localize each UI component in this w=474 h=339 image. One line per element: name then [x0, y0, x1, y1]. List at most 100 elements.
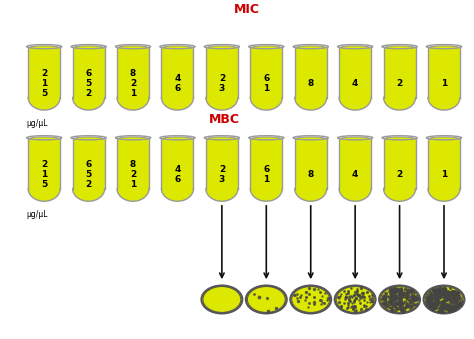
Ellipse shape: [204, 136, 239, 140]
Text: 2: 2: [219, 165, 225, 174]
Ellipse shape: [119, 46, 147, 48]
Ellipse shape: [383, 85, 416, 110]
Text: 3: 3: [219, 84, 225, 93]
Ellipse shape: [427, 44, 462, 49]
Text: 6: 6: [263, 74, 269, 83]
Text: 5: 5: [85, 79, 92, 88]
Ellipse shape: [335, 285, 375, 314]
Ellipse shape: [206, 176, 238, 201]
Bar: [73, 46, 105, 98]
Ellipse shape: [119, 137, 147, 140]
Bar: [162, 138, 193, 189]
Text: 4: 4: [352, 170, 358, 179]
Ellipse shape: [339, 85, 371, 110]
Ellipse shape: [73, 176, 105, 201]
Bar: [295, 46, 327, 98]
Text: 2: 2: [85, 89, 92, 98]
Ellipse shape: [160, 44, 195, 49]
Ellipse shape: [74, 137, 103, 140]
Ellipse shape: [117, 85, 149, 110]
Ellipse shape: [424, 285, 465, 314]
Text: 3: 3: [219, 175, 225, 184]
Bar: [428, 138, 460, 189]
Ellipse shape: [28, 85, 60, 110]
Bar: [383, 138, 416, 189]
Text: 1: 1: [41, 79, 47, 88]
Bar: [117, 138, 149, 189]
Text: 6: 6: [174, 175, 181, 184]
Bar: [295, 138, 327, 189]
Bar: [206, 46, 238, 98]
Ellipse shape: [339, 176, 371, 201]
Text: 1: 1: [263, 175, 269, 184]
Text: 2: 2: [219, 74, 225, 83]
Bar: [162, 46, 193, 98]
Ellipse shape: [293, 136, 328, 140]
Ellipse shape: [116, 44, 151, 49]
Ellipse shape: [290, 285, 331, 314]
Bar: [73, 138, 105, 189]
Ellipse shape: [385, 137, 414, 140]
Ellipse shape: [428, 85, 460, 110]
Ellipse shape: [206, 85, 238, 110]
Bar: [250, 138, 283, 189]
Ellipse shape: [337, 136, 373, 140]
Ellipse shape: [249, 44, 284, 49]
Ellipse shape: [164, 137, 191, 140]
Ellipse shape: [428, 176, 460, 201]
Ellipse shape: [204, 44, 239, 49]
Bar: [28, 46, 60, 98]
Ellipse shape: [208, 46, 236, 48]
Ellipse shape: [30, 137, 58, 140]
Ellipse shape: [430, 46, 458, 48]
Ellipse shape: [27, 136, 62, 140]
Text: 2: 2: [41, 69, 47, 78]
Ellipse shape: [74, 46, 103, 48]
Bar: [250, 46, 283, 98]
Ellipse shape: [337, 44, 373, 49]
Ellipse shape: [250, 85, 283, 110]
Ellipse shape: [383, 176, 416, 201]
Bar: [339, 138, 371, 189]
Text: 2: 2: [41, 160, 47, 169]
Text: 6: 6: [85, 69, 92, 78]
Text: 8: 8: [308, 170, 314, 179]
Ellipse shape: [201, 285, 242, 314]
Text: 4: 4: [174, 165, 181, 174]
Text: 5: 5: [85, 170, 92, 179]
Text: 2: 2: [85, 180, 92, 189]
Ellipse shape: [71, 44, 106, 49]
Text: μg/μL: μg/μL: [27, 119, 48, 127]
Ellipse shape: [164, 46, 191, 48]
Ellipse shape: [208, 137, 236, 140]
Bar: [117, 46, 149, 98]
Text: 4: 4: [174, 74, 181, 83]
Text: 1: 1: [130, 89, 136, 98]
Ellipse shape: [117, 176, 149, 201]
Ellipse shape: [27, 44, 62, 49]
Ellipse shape: [162, 85, 193, 110]
Text: 1: 1: [441, 170, 447, 179]
Bar: [206, 138, 238, 189]
Text: 8: 8: [130, 160, 136, 169]
Text: 1: 1: [41, 170, 47, 179]
Text: 4: 4: [352, 79, 358, 88]
Text: 2: 2: [396, 170, 403, 179]
Ellipse shape: [297, 46, 325, 48]
Text: 6: 6: [174, 84, 181, 93]
Ellipse shape: [341, 137, 369, 140]
Text: 2: 2: [130, 170, 136, 179]
Ellipse shape: [430, 137, 458, 140]
Text: 8: 8: [308, 79, 314, 88]
Text: 1: 1: [130, 180, 136, 189]
Ellipse shape: [295, 176, 327, 201]
Ellipse shape: [246, 285, 287, 314]
Text: 6: 6: [263, 165, 269, 174]
Text: 5: 5: [41, 89, 47, 98]
Ellipse shape: [293, 44, 328, 49]
Bar: [339, 46, 371, 98]
Ellipse shape: [382, 136, 417, 140]
Text: μg/μL: μg/μL: [27, 210, 48, 219]
Ellipse shape: [385, 46, 414, 48]
Text: 1: 1: [263, 84, 269, 93]
